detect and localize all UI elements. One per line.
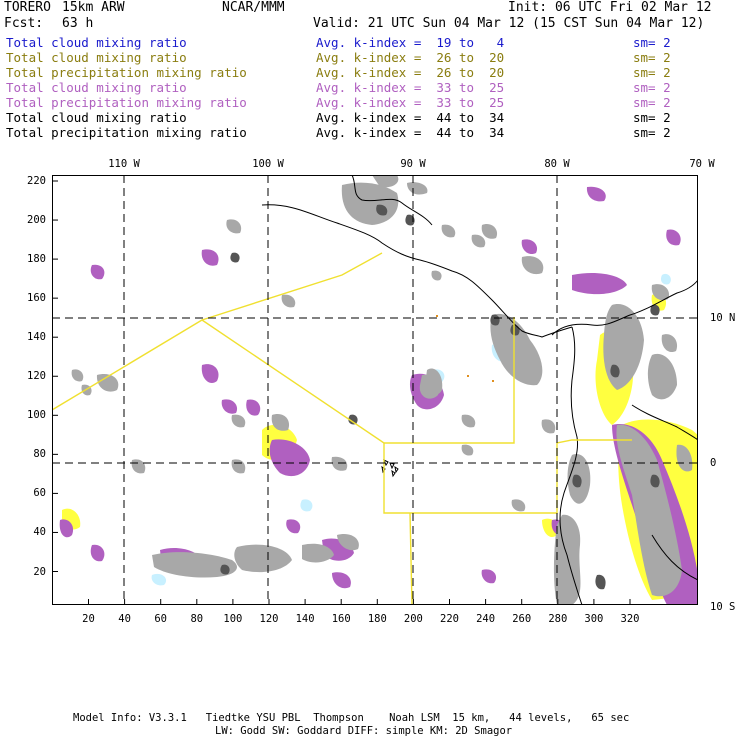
x-grid-label-80: 80 [190,613,204,625]
legend-kindex-3: Avg. k-index = 33 to 25 [316,80,505,95]
legend-kindex-5: Avg. k-index = 44 to 34 [316,110,505,125]
orange-specks [436,315,494,382]
y-grid-label-140: 140 [27,331,46,344]
model-info-line2: LW: Godd SW: Goddard DIFF: simple KM: 2D… [215,725,513,737]
legend-field-1: Total cloud mixing ratio [6,50,187,65]
dark-core-areas [220,204,660,590]
legend-field-6: Total precipitation mixing ratio [6,125,247,140]
legend-field-2: Total precipitation mixing ratio [6,65,247,80]
lon-label-100w: 100 W [252,158,284,170]
init-time: Init: 06 UTC Fri 02 Mar 12 [508,0,712,15]
legend-kindex-2: Avg. k-index = 26 to 20 [316,65,505,80]
legend-smoothing-5: sm= 2 [633,110,671,125]
forecast-hours: 63 h [62,16,94,31]
x-grid-label-280: 280 [548,613,568,625]
y-grid-label-200: 200 [27,214,46,227]
x-grid-label-60: 60 [154,613,168,625]
x-grid-label-200: 200 [403,613,423,625]
legend-smoothing-0: sm= 2 [633,35,671,50]
weather-map [52,175,698,605]
legend-kindex-6: Avg. k-index = 44 to 34 [316,125,505,140]
lon-label-70w: 70 W [689,158,715,170]
lon-label-90w: 90 W [400,158,426,170]
lat-label-10s: 10 S [710,601,736,613]
lat-label-10n: 10 N [710,312,736,324]
legend-smoothing-3: sm= 2 [633,80,671,95]
legend-smoothing-6: sm= 2 [633,125,671,140]
x-grid-label-120: 120 [259,613,279,625]
x-grid-label-260: 260 [512,613,532,625]
y-grid-label-160: 160 [27,292,46,305]
x-grid-label-240: 240 [476,613,496,625]
y-grid-label-40: 40 [33,526,46,539]
model-info-line1: Model Info: V3.3.1 Tiedtke YSU PBL Thomp… [73,712,630,724]
map-border [52,175,698,605]
legend-field-0: Total cloud mixing ratio [6,35,187,50]
x-grid-label-180: 180 [367,613,387,625]
x-grid-label-20: 20 [82,613,95,625]
legend-field-3: Total cloud mixing ratio [6,80,187,95]
legend-field-4: Total precipitation mixing ratio [6,95,247,110]
valid-time: Valid: 21 UTC Sun 04 Mar 12 (15 CST Sun … [313,16,705,31]
x-grid-label-40: 40 [118,613,131,625]
lat-label-0: 0 [710,457,717,469]
x-grid-label-160: 160 [331,613,351,625]
legend-smoothing-1: sm= 2 [633,50,671,65]
x-grid-label-300: 300 [584,613,604,625]
y-grid-label-120: 120 [27,370,46,383]
model-name: TORERO [4,0,51,15]
lon-label-80w: 80 W [544,158,570,170]
gray-cloud-areas [71,175,693,605]
axis-ticks [52,180,631,605]
y-grid-label-60: 60 [33,487,46,500]
lon-label-110w: 110 W [108,158,140,170]
y-grid-label-80: 80 [33,448,46,461]
organization: NCAR/MMM [222,0,285,15]
legend-smoothing-2: sm= 2 [633,65,671,80]
legend-field-5: Total cloud mixing ratio [6,110,187,125]
legend-kindex-4: Avg. k-index = 33 to 25 [316,95,505,110]
forecast-label: Fcst: [4,16,44,31]
legend-kindex-0: Avg. k-index = 19 to 4 [316,35,505,50]
model-resolution: 15km ARW [62,0,125,15]
x-grid-label-100: 100 [223,613,243,625]
y-grid-label-100: 100 [27,409,46,422]
y-grid-label-180: 180 [27,253,46,266]
x-grid-label-220: 220 [440,613,459,625]
x-grid-label-140: 140 [295,613,315,625]
eez-boundary-lines [52,252,632,605]
y-grid-label-20: 20 [33,565,46,578]
legend-kindex-1: Avg. k-index = 26 to 20 [316,50,505,65]
lat-lon-gridlines [52,175,698,605]
legend-smoothing-4: sm= 2 [633,95,671,110]
y-grid-label-220: 220 [27,175,46,187]
x-grid-label-320: 320 [620,613,640,625]
